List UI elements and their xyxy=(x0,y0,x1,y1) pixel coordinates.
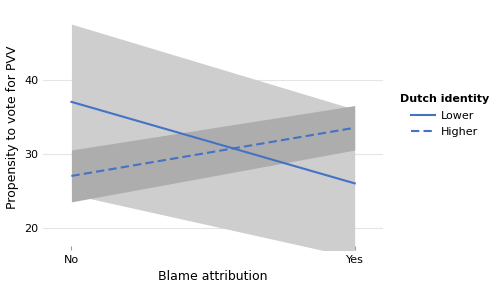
X-axis label: Blame attribution: Blame attribution xyxy=(158,271,268,284)
Y-axis label: Propensity to vote for PVV: Propensity to vote for PVV xyxy=(6,46,18,210)
Legend: Lower, Higher: Lower, Higher xyxy=(396,90,494,142)
